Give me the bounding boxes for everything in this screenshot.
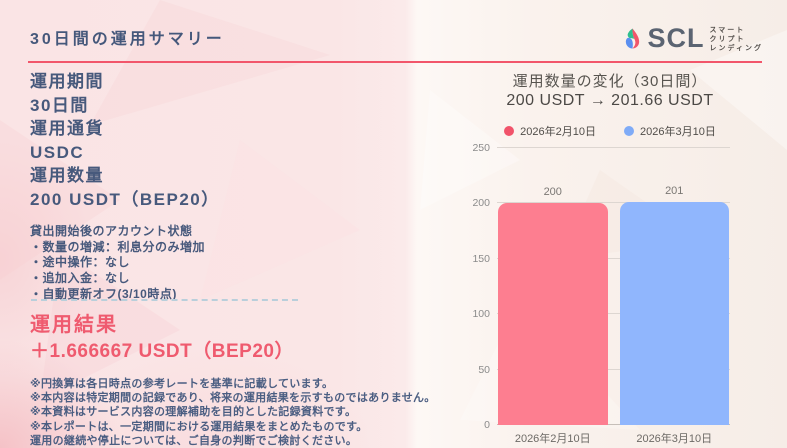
chart-x-labels: 2026年2月10日 2026年3月10日 (497, 430, 730, 446)
summary-label-period: 運用期間 (30, 72, 104, 91)
y-tick-label: 50 (478, 363, 490, 376)
droplet-logo-icon (626, 28, 640, 49)
gridline (497, 313, 730, 315)
summary-value-period: 30日間 (30, 95, 89, 115)
logo-text: SCL (647, 23, 705, 53)
legend-dot-icon (504, 126, 515, 136)
legend-item: 2026年3月10日 (624, 123, 716, 139)
y-tick-label: 100 (472, 308, 490, 321)
bar-2026年3月10日: 201 (619, 185, 729, 425)
y-tick-label: 0 (484, 419, 490, 431)
legend-dot-icon (624, 126, 634, 136)
x-axis-label: 2026年2月10日 (514, 433, 591, 445)
legend-item: 2026年2月10日 (504, 123, 596, 139)
result-value: ＋1.666667 USDT（BEP20） (30, 341, 294, 362)
logo-tagline-line: スマート (709, 27, 746, 34)
summary-label-amount: 運用数量 (30, 166, 104, 186)
scl-logo: SCL スマート クリプト レンディング (623, 23, 763, 53)
footnote-line: ※円換算は各日時点の参考レートを基準に記載しています。 (30, 378, 334, 390)
usdt-change-chart: 運用数量の変化（30日間） 200 USDT → 201.66 USDT 202… (440, 66, 780, 448)
account-status-heading: 貸出開始後のアカウント状態 (30, 224, 193, 238)
summary-label-currency: 運用通貨 (30, 119, 104, 139)
result-heading: 運用結果 (30, 314, 118, 336)
account-status-section: 貸出開始後のアカウント状態 ・数量の増減：利息分のみ増加 ・途中操作：なし ・追… (30, 224, 205, 303)
account-status-item: ・追加入金：なし (30, 271, 131, 286)
bar-2026年2月10日: 200 (498, 186, 608, 425)
operation-summary: 運用期間 30日間 運用通貨 USDC 運用数量 200 USDT（BEP20） (30, 70, 220, 212)
summary-value-amount: 200 USDT（BEP20） (30, 189, 220, 209)
gridline (497, 257, 730, 259)
chart-legend: 2026年2月10日 2026年3月10日 (440, 123, 780, 139)
bar-value-label: 201 (665, 184, 684, 197)
y-tick-label: 200 (472, 197, 490, 210)
summary-value-currency: USDC (30, 142, 85, 162)
logo-tagline-line: クリプト (709, 36, 746, 43)
account-status-item: ・数量の増減：利息分のみ増加 (30, 239, 206, 254)
footnote-line: ※本内容は特定期間の記録であり、将来の運用結果を示すものではありません。 (30, 392, 436, 405)
footnote-line: ※本資料はサービス内容の理解補助を目的とした記録資料です。 (30, 406, 357, 419)
chart-title: 運用数量の変化（30日間） (512, 73, 708, 90)
legend-label: 2026年3月10日 (640, 126, 716, 138)
bar-value-label: 200 (543, 186, 562, 199)
chart-subtitle: 200 USDT → 201.66 USDT (506, 92, 714, 109)
chart-bars: 200 201 (497, 148, 730, 425)
gridline (497, 424, 730, 425)
page-title: 30日間の運用サマリー (30, 31, 225, 48)
footnote-line: ※本レポートは、一定期間における運用結果をまとめたものです。 (30, 420, 368, 433)
gridline (497, 368, 730, 370)
legend-label: 2026年2月10日 (520, 126, 596, 138)
y-tick-label: 250 (472, 142, 490, 154)
gridline (497, 147, 730, 148)
footnote-line: 運用の継続や停止については、ご自身の判断でご検討ください。 (30, 434, 358, 447)
logo-tagline-line: レンディング (709, 45, 763, 52)
logo-tagline: スマート クリプト レンディング (709, 26, 763, 53)
chart-plot: 200 201 0 50 100 150 200 250 (472, 142, 730, 431)
gridline (497, 202, 730, 204)
title-underline (28, 61, 762, 63)
account-status-item: ・自動更新オフ(3/10時点) (30, 286, 177, 301)
y-tick-label: 150 (472, 252, 490, 265)
account-status-item: ・途中操作：なし (30, 255, 131, 270)
dashed-divider (31, 299, 298, 301)
x-axis-label: 2026年3月10日 (636, 433, 713, 445)
footnotes: ※円換算は各日時点の参考レートを基準に記載しています。 ※本内容は特定期間の記録… (30, 377, 436, 448)
